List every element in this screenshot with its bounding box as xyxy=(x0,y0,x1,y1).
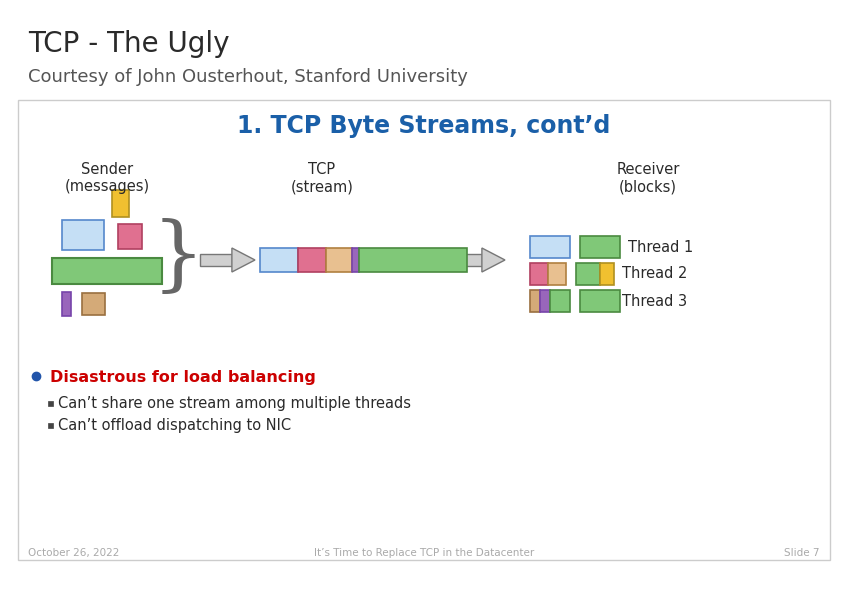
FancyBboxPatch shape xyxy=(580,290,620,312)
Text: Slide 7: Slide 7 xyxy=(784,548,820,558)
FancyBboxPatch shape xyxy=(18,100,830,560)
Text: Receiver
(blocks): Receiver (blocks) xyxy=(616,162,680,194)
Polygon shape xyxy=(232,248,255,272)
FancyBboxPatch shape xyxy=(48,401,53,406)
Text: Thread 1: Thread 1 xyxy=(628,240,694,254)
Text: Disastrous for load balancing: Disastrous for load balancing xyxy=(50,370,315,385)
FancyBboxPatch shape xyxy=(530,263,548,285)
FancyBboxPatch shape xyxy=(450,254,482,266)
FancyBboxPatch shape xyxy=(580,236,620,258)
Text: 1. TCP Byte Streams, cont’d: 1. TCP Byte Streams, cont’d xyxy=(237,114,611,138)
FancyBboxPatch shape xyxy=(540,290,550,312)
FancyBboxPatch shape xyxy=(260,248,298,272)
FancyBboxPatch shape xyxy=(62,292,71,316)
FancyBboxPatch shape xyxy=(62,220,104,250)
Text: Can’t offload dispatching to NIC: Can’t offload dispatching to NIC xyxy=(58,418,291,433)
FancyBboxPatch shape xyxy=(298,248,326,272)
FancyBboxPatch shape xyxy=(548,263,566,285)
FancyBboxPatch shape xyxy=(530,290,540,312)
FancyBboxPatch shape xyxy=(326,248,352,272)
Text: TCP
(stream): TCP (stream) xyxy=(291,162,354,194)
Text: Can’t share one stream among multiple threads: Can’t share one stream among multiple th… xyxy=(58,396,411,411)
FancyBboxPatch shape xyxy=(118,224,142,249)
FancyBboxPatch shape xyxy=(600,263,614,285)
Text: Thread 2: Thread 2 xyxy=(622,267,688,281)
FancyBboxPatch shape xyxy=(550,290,570,312)
FancyBboxPatch shape xyxy=(359,248,467,272)
FancyBboxPatch shape xyxy=(82,293,105,315)
FancyBboxPatch shape xyxy=(112,190,129,217)
Text: TCP - The Ugly: TCP - The Ugly xyxy=(28,30,230,58)
Text: October 26, 2022: October 26, 2022 xyxy=(28,548,120,558)
Text: Courtesy of John Ousterhout, Stanford University: Courtesy of John Ousterhout, Stanford Un… xyxy=(28,68,468,86)
FancyBboxPatch shape xyxy=(576,263,600,285)
Text: Sender
(messages): Sender (messages) xyxy=(64,162,149,194)
Text: It’s Time to Replace TCP in the Datacenter: It’s Time to Replace TCP in the Datacent… xyxy=(314,548,534,558)
Polygon shape xyxy=(482,248,505,272)
FancyBboxPatch shape xyxy=(52,258,162,284)
Text: Thread 3: Thread 3 xyxy=(622,293,687,309)
FancyBboxPatch shape xyxy=(200,254,232,266)
FancyBboxPatch shape xyxy=(352,248,359,272)
FancyBboxPatch shape xyxy=(48,423,53,428)
FancyBboxPatch shape xyxy=(530,236,570,258)
Text: }: } xyxy=(152,218,204,298)
